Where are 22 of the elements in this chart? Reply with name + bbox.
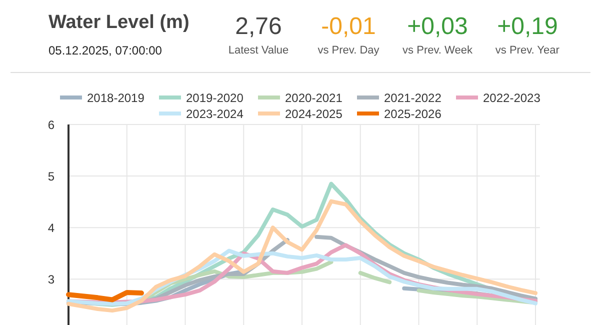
legend-label: 2020-2021: [285, 91, 343, 105]
legend-label: 2018-2019: [87, 91, 145, 105]
text: vs Prev. Week: [402, 44, 473, 56]
legend-label: 2019-2020: [186, 91, 244, 105]
text: vs Prev. Day: [318, 44, 380, 56]
text: +0,19: [497, 13, 558, 40]
legend-label: 2024-2025: [285, 107, 343, 121]
text: vs Prev. Year: [495, 44, 560, 56]
text: -0,01: [321, 13, 376, 40]
chart-subtitle: 05.12.2025, 07:00:00: [48, 44, 162, 58]
chart-title: Water Level (m): [48, 12, 190, 33]
legend-label: 2022-2023: [483, 91, 541, 105]
text: 2,76: [235, 13, 282, 40]
legend-label: 2025-2026: [384, 107, 442, 121]
legend-label: 2023-2024: [186, 107, 244, 121]
text: Latest Value: [228, 44, 289, 56]
y-tick-label: 6: [48, 118, 55, 132]
y-tick-label: 4: [48, 221, 55, 236]
y-tick-label: 3: [48, 272, 55, 287]
text: +0,03: [407, 13, 468, 40]
legend-label: 2021-2022: [384, 91, 442, 105]
y-tick-label: 5: [48, 170, 55, 184]
